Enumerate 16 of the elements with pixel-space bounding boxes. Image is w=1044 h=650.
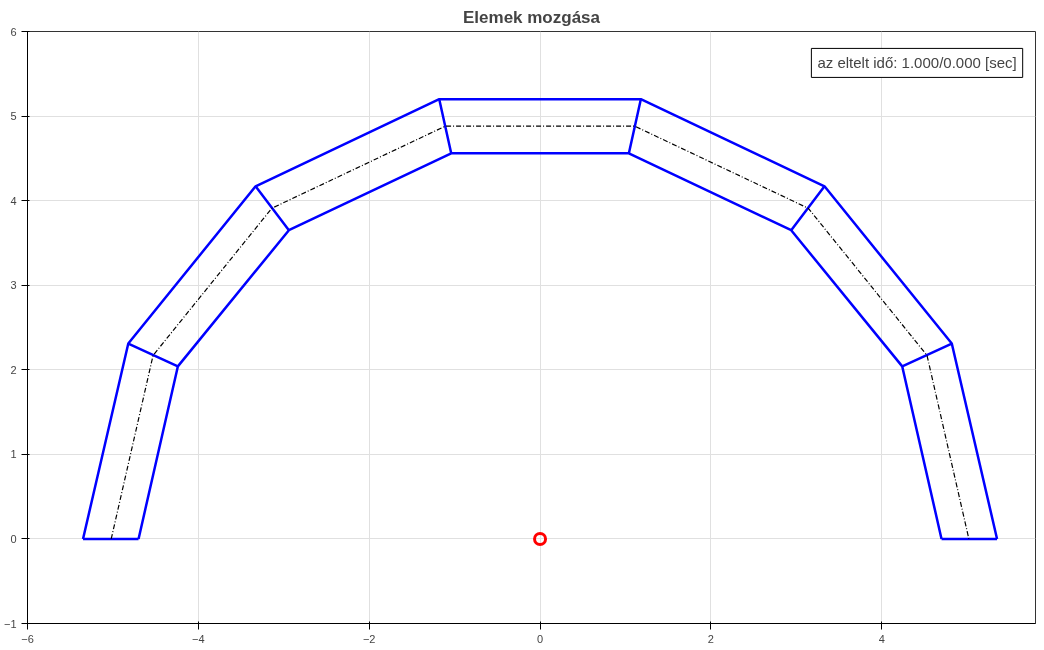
y-tick-label: 5 xyxy=(10,110,17,123)
x-tick-label: 4 xyxy=(878,632,885,645)
y-tick-label: 3 xyxy=(10,279,17,292)
y-tick-label: 1 xyxy=(10,448,17,461)
y-tick-label: 6 xyxy=(10,25,17,38)
annotation: az eltelt idő: 1.000/0.000 [sec] xyxy=(817,54,1017,72)
y-tick-label: 2 xyxy=(10,363,17,376)
y-tick-label: 4 xyxy=(10,194,17,207)
x-tick-label: −4 xyxy=(192,632,205,645)
x-tick-label: −2 xyxy=(362,632,376,645)
y-tick-label: −1 xyxy=(3,617,17,630)
x-tick-label: 0 xyxy=(536,632,544,645)
chart-title: Elemek mozgása xyxy=(462,7,601,27)
x-tick-label: 2 xyxy=(707,632,714,645)
x-tick-label: −6 xyxy=(21,632,34,645)
y-tick-label: 0 xyxy=(10,532,17,545)
